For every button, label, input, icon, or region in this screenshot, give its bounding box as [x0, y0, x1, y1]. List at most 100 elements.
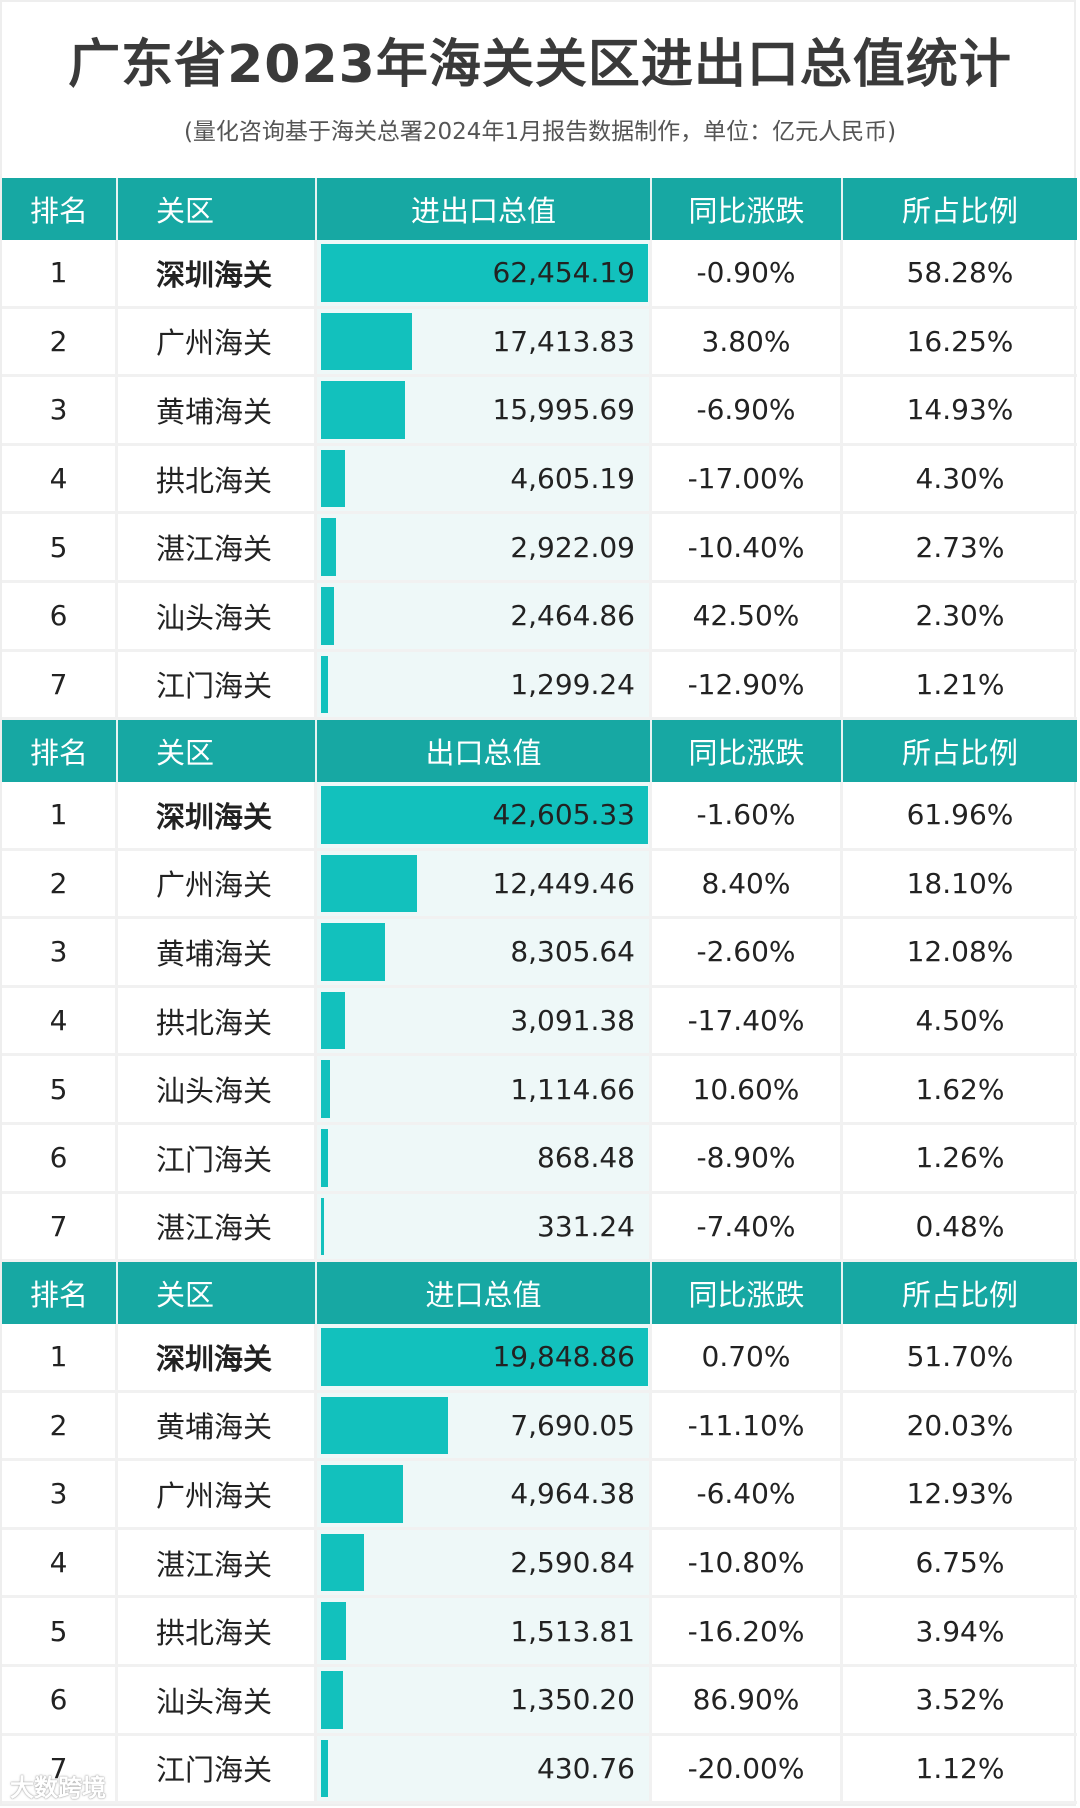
value-cell: 868.48	[317, 1124, 652, 1191]
value-text: 430.76	[537, 1751, 635, 1785]
share-cell: 1.62%	[915, 1072, 1005, 1106]
yoy-cell: -16.20%	[652, 1598, 843, 1664]
header-value: 出口总值	[317, 720, 652, 782]
share-cell: 20.03%	[906, 1408, 1014, 1442]
rank-cell: 7	[2, 1193, 118, 1260]
value-cell: 15,995.69	[317, 377, 652, 443]
rank-cell: 3	[2, 1461, 118, 1527]
share-cell: 2.30%	[915, 599, 1005, 633]
value-text: 1,513.81	[510, 1614, 635, 1648]
yoy-cell: -0.90%	[652, 240, 843, 306]
share-cell: 3.52%	[915, 1683, 1005, 1717]
value-bar	[321, 312, 413, 371]
rank-cell: 2	[2, 308, 118, 375]
value-cell: 331.24	[317, 1193, 652, 1260]
yoy-cell: -10.40%	[652, 514, 843, 580]
value-text: 4,605.19	[510, 462, 635, 496]
table-row: 3 黄埔海关 15,995.69 -6.90% 14.93%	[2, 377, 1077, 446]
yoy-cell: -6.40%	[652, 1461, 843, 1527]
table-row: 3 广州海关 4,964.38 -6.40% 12.93%	[2, 1461, 1077, 1530]
value-text: 2,464.86	[510, 599, 635, 633]
yoy-cell: -7.40%	[652, 1193, 843, 1260]
value-text: 7,690.05	[510, 1408, 635, 1442]
rank-cell: 5	[2, 1598, 118, 1664]
rank-cell: 2	[2, 850, 118, 917]
rank-cell: 7	[2, 651, 118, 718]
region-cell: 深圳海关	[118, 1324, 317, 1390]
header-share: 所占比例	[901, 194, 1018, 228]
value-bar	[321, 449, 346, 508]
table-row: 6 汕头海关 2,464.86 42.50% 2.30%	[2, 582, 1077, 652]
value-bar	[321, 854, 417, 913]
region-cell: 深圳海关	[118, 782, 317, 848]
value-cell: 4,964.38	[317, 1461, 652, 1527]
import-export-table: 排名 关区 进出口总值 同比涨跌 所占比例 1 深圳海关 62,454.19 -0.90% 58.…	[2, 178, 1077, 721]
table-row: 2 广州海关 12,449.46 8.40% 18.10%	[2, 850, 1077, 920]
share-cell: 3.94%	[915, 1614, 1005, 1648]
value-bar	[321, 1465, 403, 1523]
table-header: 排名 关区 出口总值 同比涨跌 所占比例	[2, 720, 1077, 782]
value-text: 15,995.69	[492, 393, 635, 427]
import-table: 排名 关区 进口总值 同比涨跌 所占比例 1 深圳海关 19,848.86 0.70% 51.70…	[2, 1262, 1077, 1805]
value-text: 3,091.38	[510, 1004, 635, 1038]
rank-cell: 6	[2, 582, 118, 649]
value-text: 1,114.66	[510, 1072, 635, 1106]
share-cell: 1.12%	[915, 1751, 1005, 1785]
value-bar	[321, 1670, 344, 1729]
region-cell: 广州海关	[118, 308, 317, 375]
table-row: 3 黄埔海关 8,305.64 -2.60% 12.08%	[2, 919, 1077, 988]
value-bar	[321, 1602, 346, 1660]
header-yoy: 同比涨跌	[652, 178, 843, 240]
rank-cell: 7	[2, 1735, 118, 1802]
region-cell: 深圳海关	[118, 240, 317, 306]
value-cell: 4,605.19	[317, 445, 652, 512]
value-cell: 62,454.19	[317, 240, 652, 306]
value-text: 1,350.20	[510, 1683, 635, 1717]
table-row: 1 深圳海关 42,605.33 -1.60% 61.96%	[2, 782, 1077, 851]
table-row: 2 广州海关 17,413.83 3.80% 16.25%	[2, 308, 1077, 378]
rank-cell: 4	[2, 445, 118, 512]
region-cell: 广州海关	[118, 1461, 317, 1527]
region-cell: 湛江海关	[118, 1193, 317, 1260]
share-cell: 4.50%	[915, 1004, 1005, 1038]
yoy-cell: -1.60%	[652, 782, 843, 848]
table-row: 5 拱北海关 1,513.81 -16.20% 3.94%	[2, 1598, 1077, 1667]
value-cell: 1,350.20	[317, 1666, 652, 1733]
table-row: 1 深圳海关 62,454.19 -0.90% 58.28%	[2, 240, 1077, 309]
share-cell: 18.10%	[906, 866, 1014, 900]
region-cell: 黄埔海关	[118, 1392, 317, 1459]
region-cell: 黄埔海关	[118, 377, 317, 443]
table-row: 4 拱北海关 3,091.38 -17.40% 4.50%	[2, 987, 1077, 1057]
value-cell: 12,449.46	[317, 850, 652, 917]
value-bar	[321, 1533, 364, 1592]
header-share: 所占比例	[901, 736, 1018, 770]
rank-cell: 1	[2, 782, 118, 848]
yoy-cell: 0.70%	[652, 1324, 843, 1390]
share-cell: 12.93%	[906, 1477, 1014, 1511]
yoy-cell: 86.90%	[652, 1666, 843, 1733]
table-row: 6 江门海关 868.48 -8.90% 1.26%	[2, 1124, 1077, 1194]
page-subtitle: (量化咨询基于海关总署2024年1月报告数据制作，单位：亿元人民币)	[183, 119, 897, 145]
value-cell: 1,114.66	[317, 1056, 652, 1122]
value-text: 62,454.19	[492, 256, 635, 290]
yoy-cell: 10.60%	[652, 1056, 843, 1122]
value-cell: 2,590.84	[317, 1529, 652, 1596]
rank-cell: 6	[2, 1666, 118, 1733]
share-cell: 14.93%	[906, 393, 1014, 427]
value-text: 1,299.24	[510, 667, 635, 701]
rank-cell: 5	[2, 1056, 118, 1122]
table-row: 7 江门海关 430.76 -20.00% 1.12%	[2, 1735, 1077, 1805]
header-rank: 排名	[2, 178, 118, 240]
share-cell: 0.48%	[915, 1209, 1005, 1243]
region-cell: 广州海关	[118, 850, 317, 917]
region-cell: 汕头海关	[118, 582, 317, 649]
value-cell: 2,922.09	[317, 514, 652, 580]
value-bar	[321, 1060, 330, 1118]
region-cell: 湛江海关	[118, 514, 317, 580]
rank-cell: 4	[2, 1529, 118, 1596]
value-text: 2,590.84	[510, 1546, 635, 1580]
value-text: 12,449.46	[492, 866, 635, 900]
rank-cell: 3	[2, 919, 118, 985]
region-cell: 拱北海关	[118, 445, 317, 512]
value-cell: 430.76	[317, 1735, 652, 1802]
